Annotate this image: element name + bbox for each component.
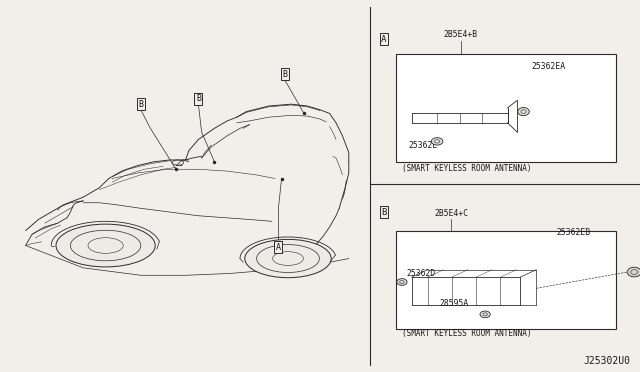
- Text: 25362E: 25362E: [408, 141, 438, 150]
- Ellipse shape: [518, 108, 529, 116]
- Text: B: B: [138, 100, 143, 109]
- Ellipse shape: [431, 138, 443, 145]
- Ellipse shape: [244, 240, 332, 278]
- Text: 2B5E4+C: 2B5E4+C: [434, 209, 468, 218]
- Text: 25362EA: 25362EA: [531, 62, 565, 71]
- Text: (SMART KEYLESS ROOM ANTENNA): (SMART KEYLESS ROOM ANTENNA): [403, 164, 532, 173]
- Text: B: B: [381, 208, 387, 217]
- Text: 25362EB: 25362EB: [557, 228, 591, 237]
- Bar: [396, 54, 616, 162]
- Text: 25362D: 25362D: [406, 269, 436, 278]
- Text: A: A: [276, 243, 281, 252]
- Text: 28595A: 28595A: [440, 299, 469, 308]
- Ellipse shape: [56, 224, 156, 267]
- Text: A: A: [381, 35, 387, 44]
- Text: (SMART KEYLESS ROOM ANTENNA): (SMART KEYLESS ROOM ANTENNA): [403, 329, 532, 338]
- Ellipse shape: [480, 311, 490, 318]
- Ellipse shape: [627, 267, 640, 277]
- Text: B: B: [196, 94, 201, 103]
- Text: 2B5E4+B: 2B5E4+B: [444, 30, 478, 39]
- Text: J25302U0: J25302U0: [584, 356, 630, 366]
- Ellipse shape: [397, 279, 407, 285]
- Text: B: B: [282, 70, 287, 79]
- Bar: [396, 231, 616, 329]
